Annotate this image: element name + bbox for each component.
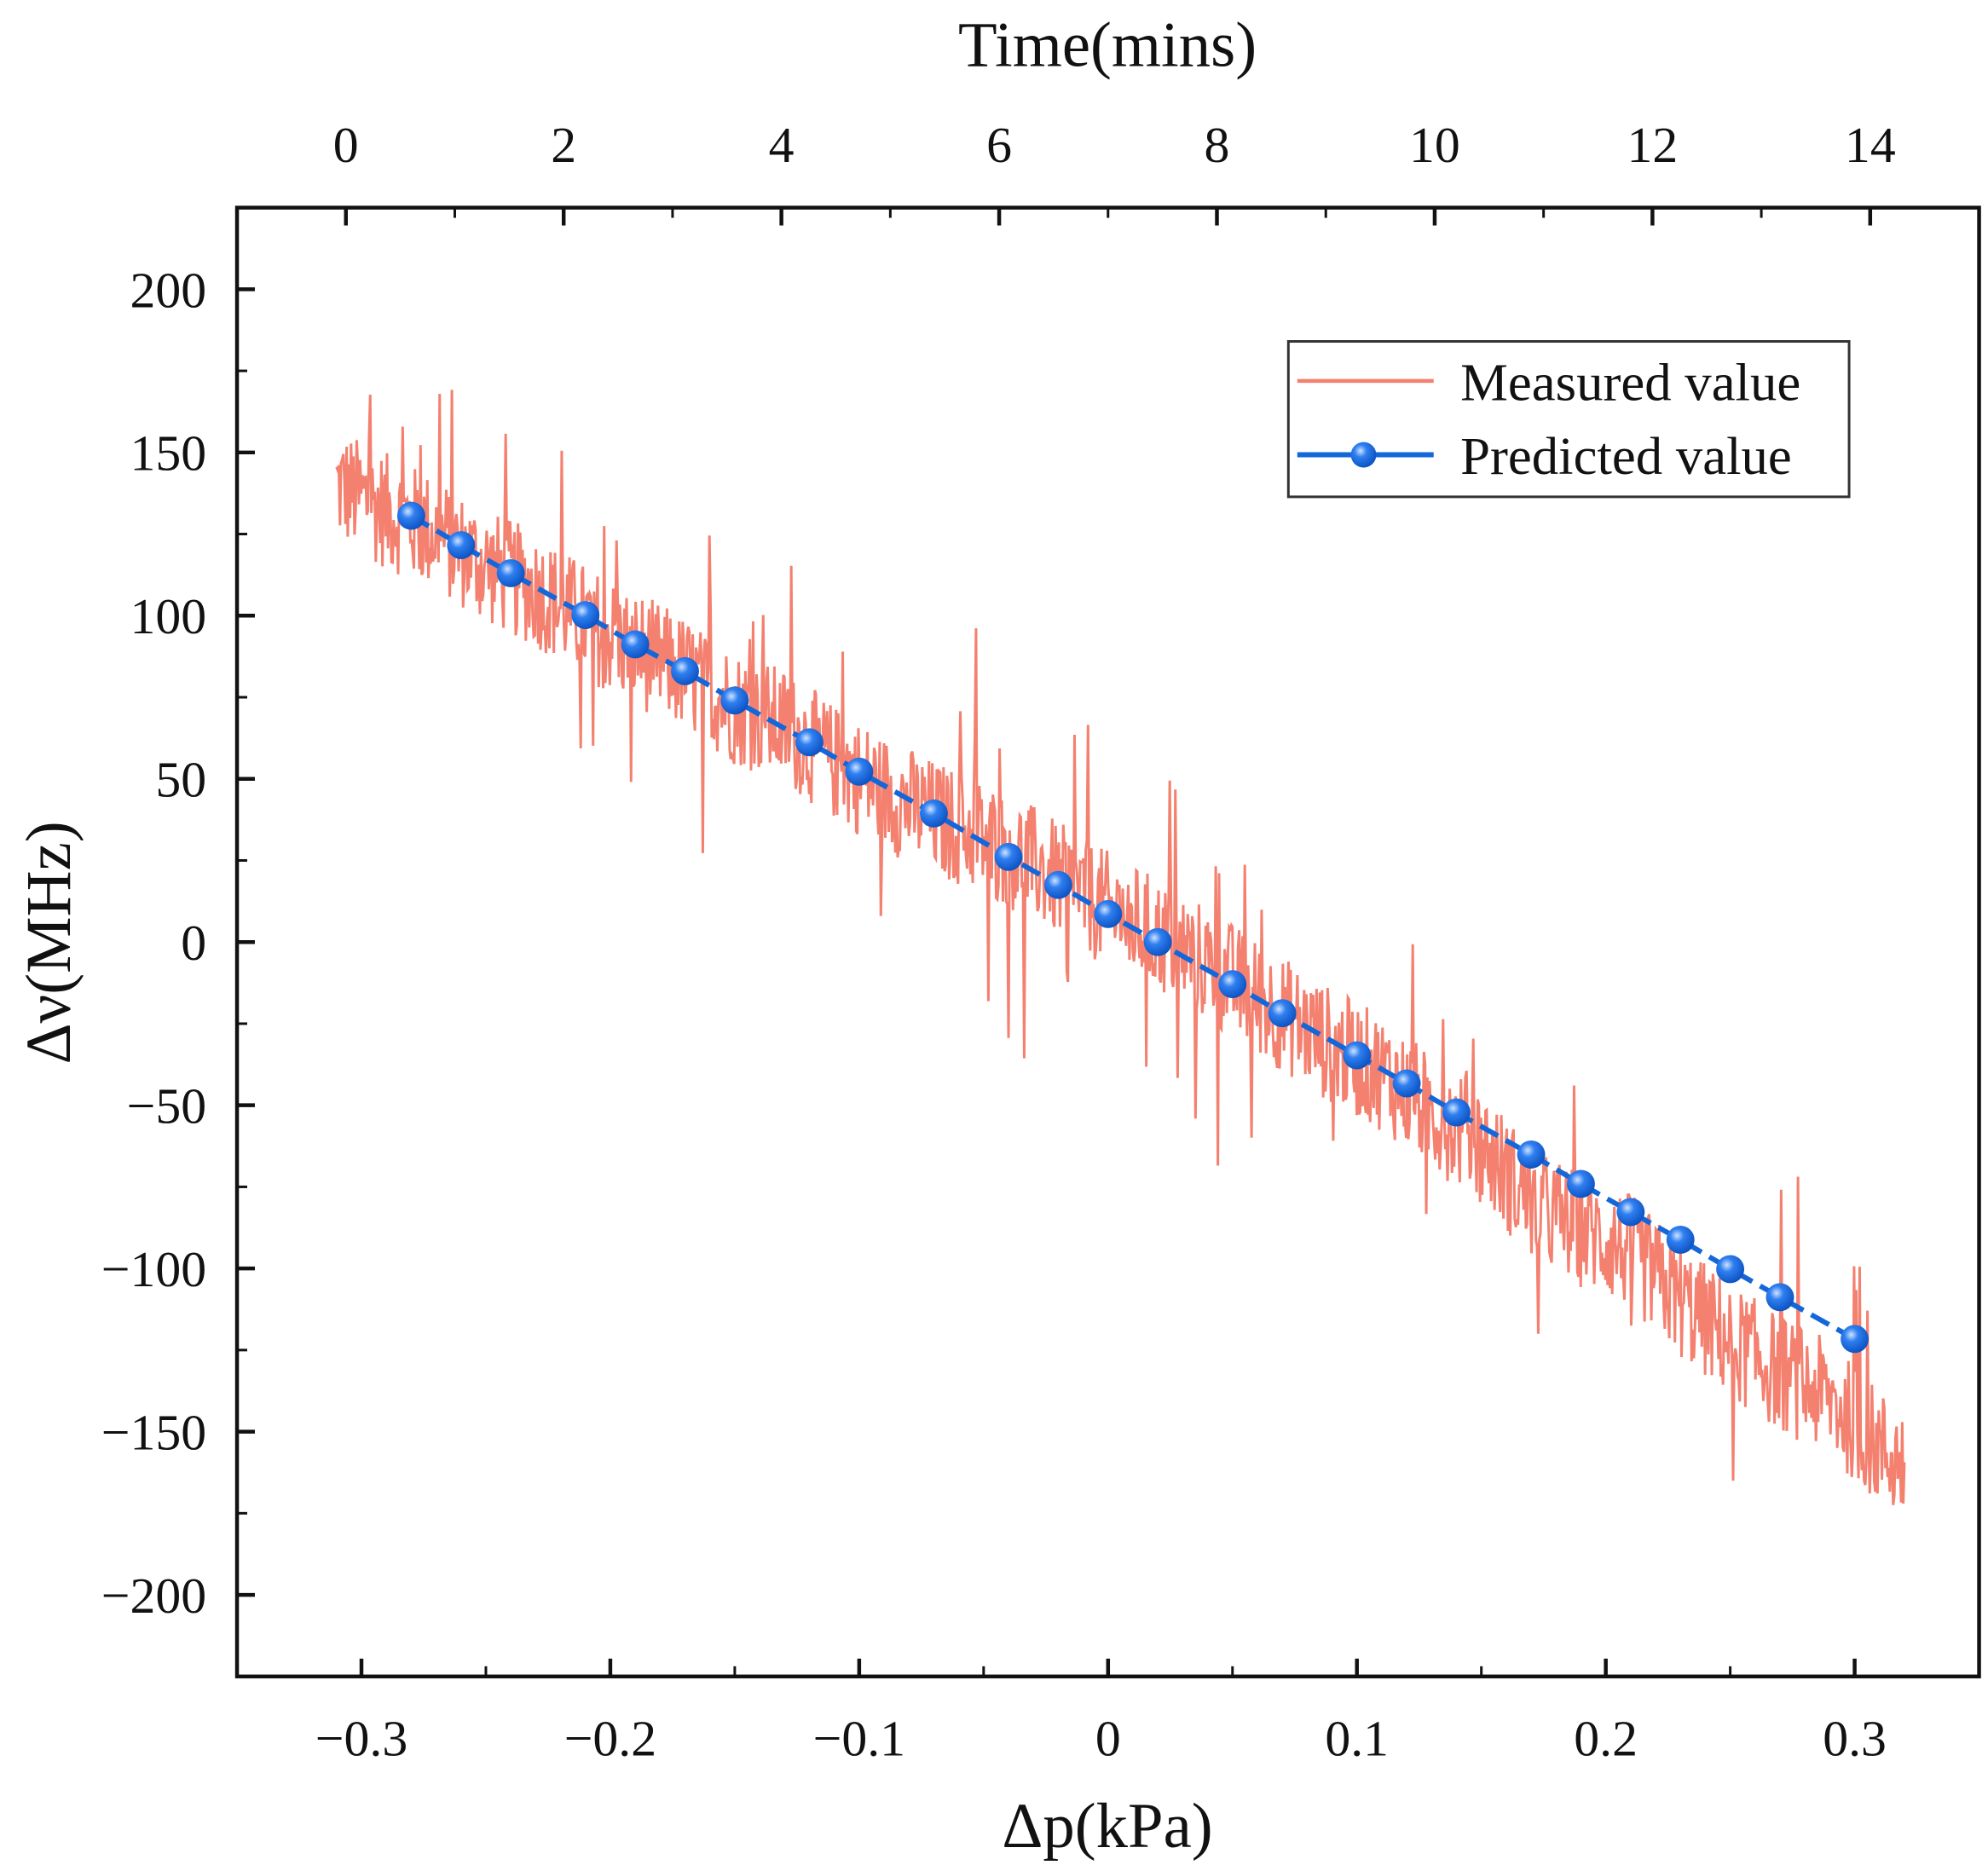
x-tick-label: 0.3 <box>1823 1710 1887 1766</box>
predicted-point <box>1043 870 1072 899</box>
top-x-tick-label: 12 <box>1627 117 1678 173</box>
x-tick-label: −0.3 <box>315 1710 407 1766</box>
top-x-tick-label: 2 <box>551 117 576 173</box>
predicted-point <box>571 601 600 629</box>
x-axis-label: Δp(kPa) <box>1002 1791 1212 1862</box>
predicted-point <box>919 799 948 828</box>
predicted-point <box>1766 1283 1794 1312</box>
y-tick-label: −150 <box>101 1405 206 1461</box>
predicted-point <box>795 728 824 757</box>
predicted-point <box>1517 1140 1546 1169</box>
legend-predicted-label: Predicted value <box>1460 426 1792 486</box>
predicted-point <box>1716 1255 1745 1284</box>
predicted-point <box>720 686 749 715</box>
x-tick-label: 0.2 <box>1574 1710 1638 1766</box>
predicted-point <box>1143 927 1172 956</box>
top-x-tick-label: 10 <box>1409 117 1460 173</box>
measured-series <box>335 390 1906 1505</box>
predicted-point <box>1567 1169 1595 1198</box>
legend-predicted-marker <box>1350 442 1377 468</box>
y-tick-label: 50 <box>155 752 206 808</box>
predicted-point <box>396 501 425 530</box>
predicted-point <box>621 630 650 659</box>
y-tick-label: 150 <box>130 425 207 482</box>
predicted-point <box>671 656 699 685</box>
top-x-axis-label: Time(mins) <box>958 10 1257 81</box>
top-x-tick-label: 14 <box>1845 117 1896 173</box>
predicted-point <box>1442 1098 1471 1127</box>
y-axis-label: Δν(MHz) <box>14 821 84 1064</box>
predicted-point <box>496 559 525 587</box>
y-tick-label: 100 <box>130 588 207 644</box>
y-tick-label: −50 <box>127 1078 206 1135</box>
y-tick-label: −200 <box>101 1568 206 1624</box>
predicted-point <box>1616 1198 1645 1227</box>
predicted-point <box>1841 1325 1870 1354</box>
measured-line <box>335 390 1906 1505</box>
predicted-point <box>1666 1226 1695 1254</box>
y-tick-label: 200 <box>130 262 207 318</box>
predicted-point <box>1392 1069 1421 1098</box>
top-x-tick-label: 6 <box>986 117 1012 173</box>
x-tick-label: −0.1 <box>813 1710 905 1766</box>
legend: Measured value Predicted value <box>1286 340 1851 499</box>
predicted-series <box>396 501 1870 1354</box>
x-tick-label: −0.2 <box>564 1710 656 1766</box>
top-x-tick-label: 8 <box>1205 117 1230 173</box>
predicted-point <box>447 531 476 560</box>
legend-measured-label: Measured value <box>1460 352 1800 412</box>
predicted-point <box>994 842 1023 871</box>
predicted-point <box>1218 970 1247 999</box>
y-tick-label: 0 <box>181 915 206 971</box>
top-x-tick-label: 4 <box>769 117 795 173</box>
x-tick-label: 0 <box>1095 1710 1121 1766</box>
axis-ticks: −0.3 −0.2 −0.1 0 0.1 0.2 0.3 0 2 4 6 8 10 12 14 200 150 1… <box>101 117 1981 1766</box>
predicted-point <box>845 757 874 786</box>
predicted-point <box>1268 999 1297 1028</box>
y-tick-label: −100 <box>101 1241 206 1297</box>
x-tick-label: 0.1 <box>1325 1710 1389 1766</box>
top-x-tick-label: 0 <box>333 117 359 173</box>
predicted-point <box>1094 899 1123 928</box>
predicted-point <box>1343 1041 1372 1070</box>
